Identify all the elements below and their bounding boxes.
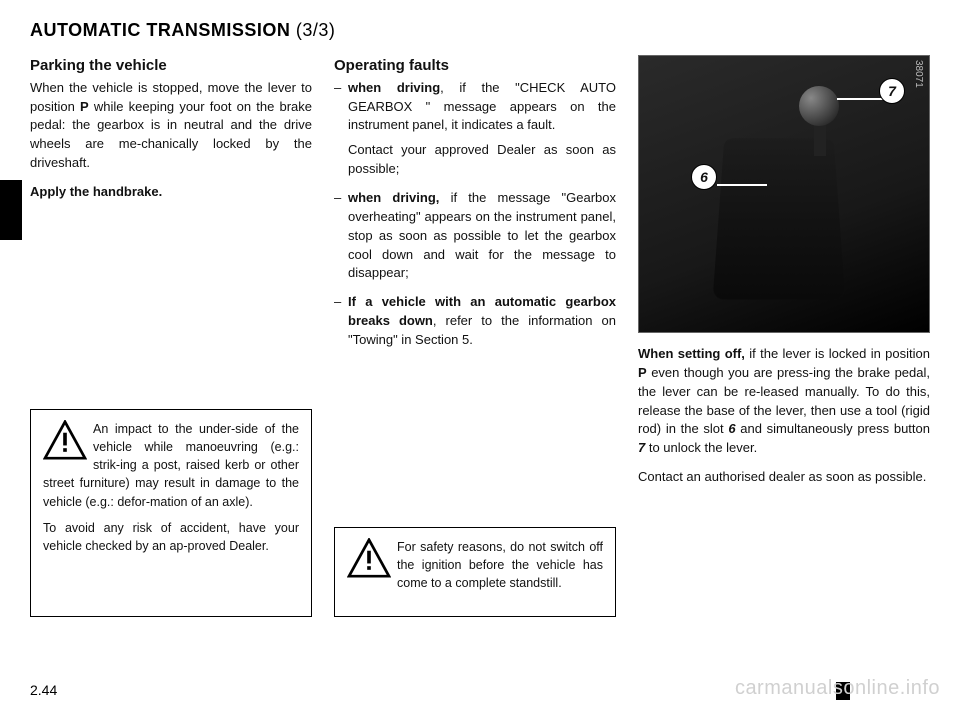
warning-impact-text-b: To avoid any risk of accident, have your… (43, 521, 299, 553)
page-number: 2.44 (30, 682, 57, 698)
so-h: to unlock the lever. (645, 440, 757, 455)
page-title: AUTOMATIC TRANSMISSION (3/3) (30, 20, 930, 41)
content-columns: Parking the vehicle When the vehicle is … (30, 55, 930, 615)
warning-safety-text: For safety reasons, do not switch off th… (397, 540, 603, 590)
photo-number: 38071 (911, 60, 926, 88)
apply-handbrake-text: Apply the handbrake (30, 184, 159, 199)
photo-gear-knob (799, 86, 839, 126)
watermark: carmanualsonline.info (735, 677, 940, 700)
faults-heading: Operating faults (334, 55, 616, 77)
title-main: AUTOMATIC TRANSMISSION (30, 20, 290, 40)
parking-heading: Parking the vehicle (30, 55, 312, 77)
so-e: 6 (728, 421, 735, 436)
so-c: P (638, 365, 647, 380)
fault2-a: when driving, (348, 190, 439, 205)
photo-console (713, 138, 846, 299)
column-2: Operating faults when driving, if the "C… (334, 55, 616, 615)
parking-text: When the vehicle is stopped, move the le… (30, 79, 312, 173)
faults-list: when driving, if the "CHECK AUTO GEARBOX… (334, 79, 616, 350)
parking-text-p: P (80, 99, 89, 114)
fault-item-3: If a vehicle with an automatic gearbox b… (334, 293, 616, 350)
contact-dealer-text: Contact an authorised dealer as soon as … (638, 468, 930, 487)
apply-handbrake: Apply the handbrake. (30, 183, 312, 202)
column-1: Parking the vehicle When the vehicle is … (30, 55, 312, 615)
fault-item-1: when driving, if the "CHECK AUTO GEARBOX… (334, 79, 616, 179)
warning-box-impact: An impact to the under-side of the vehic… (30, 409, 312, 617)
callout-7: 7 (879, 78, 905, 104)
fault1-c: Contact your approved Dealer as soon as … (348, 141, 616, 179)
fault-item-2: when driving, if the message "Gearbox ov… (334, 189, 616, 283)
section-tab (0, 180, 22, 240)
warning-box-safety: For safety reasons, do not switch off th… (334, 527, 616, 617)
so-f: and simultaneously press button (736, 421, 930, 436)
column-3: 38071 7 6 When setting off, if the lever… (638, 55, 930, 615)
warning-icon (347, 538, 391, 578)
setting-off-text: When setting off, if the lever is locked… (638, 345, 930, 458)
callout-6-line (717, 184, 767, 186)
so-b: if the lever is locked in position (745, 346, 930, 361)
fault1-a: when driving (348, 80, 440, 95)
callout-6: 6 (691, 164, 717, 190)
warning-icon (43, 420, 87, 460)
so-a: When setting off, (638, 346, 745, 361)
title-suffix: (3/3) (290, 20, 335, 40)
manual-page: AUTOMATIC TRANSMISSION (3/3) Parking the… (0, 0, 960, 710)
gear-lever-photo: 38071 7 6 (638, 55, 930, 333)
